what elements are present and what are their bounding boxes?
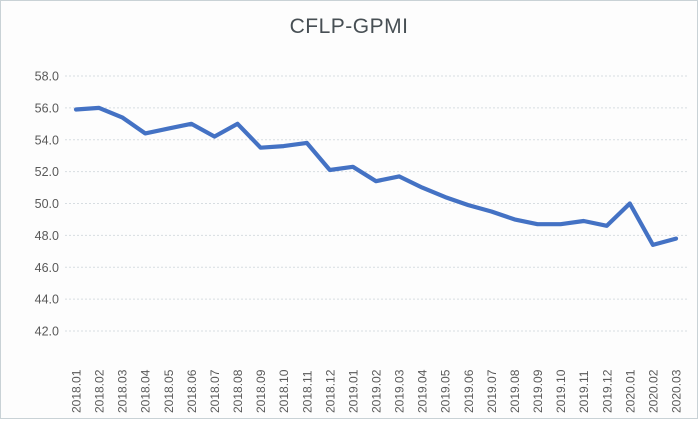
x-tick-label: 2018.02 xyxy=(93,369,107,413)
x-tick-label: 2019.09 xyxy=(531,369,545,413)
y-tick-label: 56.0 xyxy=(35,101,59,115)
y-tick-label: 48.0 xyxy=(35,229,59,243)
y-tick-label: 50.0 xyxy=(35,197,59,211)
x-tick-label: 2019.12 xyxy=(600,369,614,413)
x-tick-label: 2018.07 xyxy=(208,369,222,413)
x-tick-label: 2019.05 xyxy=(439,369,453,413)
x-tick-label: 2019.10 xyxy=(554,369,568,413)
y-tick-label: 46.0 xyxy=(35,261,59,275)
x-tick-label: 2018.12 xyxy=(323,369,337,413)
x-tick-label: 2019.02 xyxy=(370,369,384,413)
data-line-series xyxy=(73,105,679,247)
y-tick-label: 54.0 xyxy=(35,133,59,147)
y-tick-label: 44.0 xyxy=(35,293,59,307)
x-tick-label: 2019.07 xyxy=(485,369,499,413)
gridlines xyxy=(65,75,688,332)
y-tick-label: 52.0 xyxy=(35,165,59,179)
x-tick-label: 2018.11 xyxy=(300,370,314,413)
x-tick-label: 2019.01 xyxy=(346,369,360,413)
x-tick-label: 2018.03 xyxy=(116,369,130,413)
x-tick-label: 2018.09 xyxy=(254,369,268,413)
x-tick-label: 2018.04 xyxy=(139,369,153,413)
x-tick-label: 2019.06 xyxy=(462,369,476,413)
x-tick-label: 2019.11 xyxy=(577,370,591,413)
x-tick-label: 2018.08 xyxy=(231,369,245,413)
x-tick-label: 2018.10 xyxy=(277,369,291,413)
x-tick-label: 2019.04 xyxy=(416,369,430,413)
chart-title: CFLP-GPMI xyxy=(289,15,409,38)
x-axis-labels: 2018.01 2018.02 2018.03 2018.04 2018.05 2018.… xyxy=(70,369,684,413)
y-axis-labels: 58.0 56.0 54.0 52.0 50.0 48.0 46.0 44.0 42.0 xyxy=(35,70,59,339)
x-tick-label: 2018.05 xyxy=(162,369,176,413)
x-tick-label: 2018.01 xyxy=(70,369,84,413)
x-tick-label: 2018.06 xyxy=(185,369,199,413)
x-tick-label: 2020.01 xyxy=(623,369,637,413)
x-tick-label: 2019.03 xyxy=(393,369,407,413)
y-tick-label: 58.0 xyxy=(35,70,59,84)
y-tick-label: 42.0 xyxy=(35,325,59,339)
x-tick-label: 2020.02 xyxy=(646,369,660,413)
x-tick-label: 2020.03 xyxy=(670,369,684,413)
x-tick-label: 2019.08 xyxy=(508,369,522,413)
